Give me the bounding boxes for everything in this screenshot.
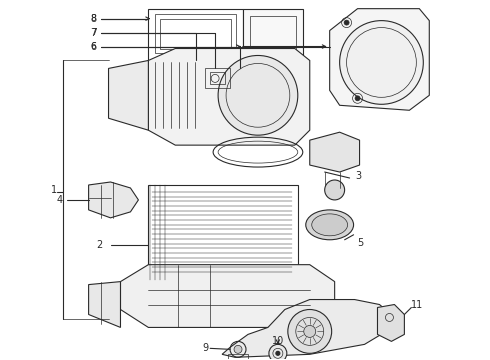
Polygon shape (148, 49, 310, 145)
Circle shape (288, 310, 332, 353)
Text: 10: 10 (272, 336, 284, 346)
Bar (155, 14, 236, 54)
Circle shape (340, 21, 423, 104)
Circle shape (276, 351, 280, 355)
Bar (228, 354, 248, 359)
Text: 2: 2 (97, 240, 102, 250)
Text: 5: 5 (358, 238, 364, 248)
Circle shape (234, 345, 242, 353)
Polygon shape (330, 9, 429, 110)
Circle shape (304, 325, 316, 337)
Circle shape (218, 55, 298, 135)
Text: 3: 3 (356, 171, 362, 181)
Text: 1: 1 (50, 185, 57, 195)
Text: 9: 9 (202, 343, 208, 354)
Bar (210, 72, 225, 84)
Polygon shape (108, 60, 148, 130)
Text: 11: 11 (412, 300, 424, 310)
Ellipse shape (312, 214, 347, 236)
Polygon shape (89, 182, 138, 218)
Circle shape (325, 180, 344, 200)
Text: 4: 4 (56, 195, 63, 205)
Circle shape (344, 20, 349, 25)
Polygon shape (222, 300, 392, 357)
Bar (250, 15, 296, 62)
Circle shape (355, 96, 360, 101)
Text: 7: 7 (90, 28, 97, 37)
Circle shape (269, 345, 287, 360)
Bar (205, 68, 230, 88)
Text: 7: 7 (91, 28, 97, 37)
Bar (160, 19, 231, 49)
Text: 8: 8 (91, 14, 97, 24)
Bar (148, 185, 298, 280)
Polygon shape (310, 132, 360, 172)
Polygon shape (121, 265, 335, 328)
Ellipse shape (306, 210, 354, 240)
Text: 6: 6 (91, 41, 97, 51)
Polygon shape (377, 305, 404, 341)
Polygon shape (89, 282, 121, 328)
Bar (243, 9, 303, 68)
Text: 6: 6 (91, 42, 97, 51)
Bar (148, 9, 243, 60)
Text: 8: 8 (91, 14, 97, 23)
